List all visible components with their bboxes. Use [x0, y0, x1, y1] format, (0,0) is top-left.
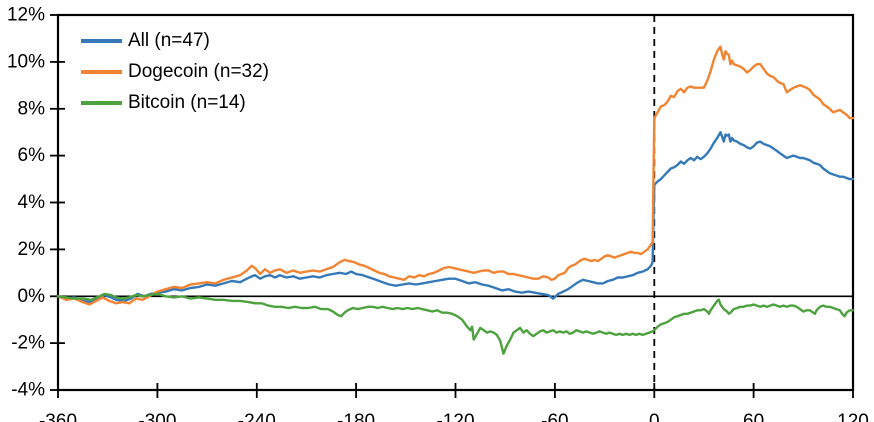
legend-line-swatch-dogecoin: [81, 70, 122, 74]
series-line-bitcoin: [56, 292, 855, 355]
x-tick-label: -60: [541, 411, 568, 422]
legend-line-swatch-all: [81, 39, 122, 43]
legend-item-dogecoin: Dogecoin (n=32): [81, 61, 269, 83]
x-tick-label: 0: [649, 411, 660, 422]
y-tick-label: 0%: [18, 286, 46, 307]
x-tick-label: -120: [436, 411, 474, 422]
x-tick-label: 120: [837, 411, 869, 422]
x-tick-label: -360: [39, 411, 77, 422]
y-tick-label: 12%: [7, 5, 45, 26]
x-tick-label: -300: [138, 411, 176, 422]
series-line-dogecoin: [56, 45, 855, 306]
legend-item-all: All (n=47): [81, 30, 269, 52]
x-tick-label: -240: [238, 411, 276, 422]
y-tick-label: 2%: [18, 239, 46, 260]
y-tick-label: -4%: [11, 380, 45, 401]
y-tick-label: 4%: [18, 192, 46, 213]
legend-label-dogecoin: Dogecoin (n=32): [128, 61, 270, 82]
legend-item-bitcoin: Bitcoin (n=14): [81, 92, 269, 114]
y-tick-label: 10%: [7, 51, 45, 72]
y-tick-label: 8%: [18, 98, 46, 119]
y-tick-label: 6%: [18, 145, 46, 166]
legend-line-swatch-bitcoin: [81, 101, 122, 105]
y-tick-label: -2%: [11, 333, 45, 354]
legend: All (n=47) Dogecoin (n=32) Bitcoin (n=14…: [81, 30, 269, 114]
legend-label-bitcoin: Bitcoin (n=14): [128, 92, 246, 113]
series-line-all: [56, 130, 855, 304]
x-tick-label: -180: [337, 411, 375, 422]
x-tick-label: 60: [743, 411, 764, 422]
legend-label-all: All (n=47): [128, 30, 210, 51]
plot-border: [56, 13, 855, 392]
